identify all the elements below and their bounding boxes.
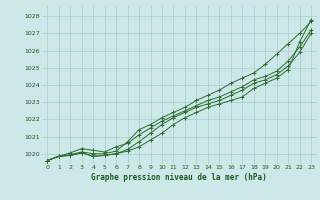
X-axis label: Graphe pression niveau de la mer (hPa): Graphe pression niveau de la mer (hPa) [91, 173, 267, 182]
